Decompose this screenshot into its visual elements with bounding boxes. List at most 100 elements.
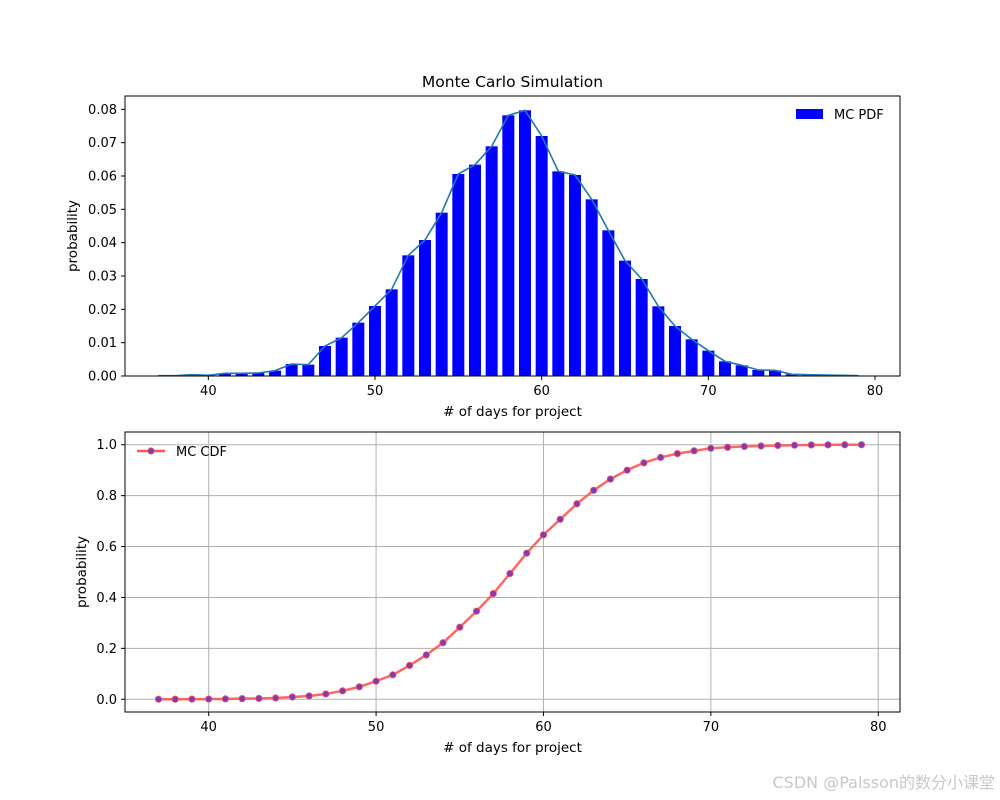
bar-49: [352, 322, 365, 376]
x-tick-label-50: 50: [368, 720, 385, 735]
cdf-point-45: [288, 693, 296, 701]
bar-63: [585, 199, 598, 376]
x-axis-label: # of days for project: [443, 404, 582, 420]
cdf-point-46: [305, 692, 313, 700]
cdf-point-44: [272, 694, 280, 702]
cdf-point-54: [439, 639, 447, 647]
cdf-point-71: [723, 443, 732, 451]
bar-56: [469, 164, 481, 376]
legend-swatch-pdf: [796, 109, 823, 119]
y-tick-label-1: 0.2: [96, 642, 117, 657]
cdf-point-68: [673, 450, 681, 458]
x-tick-label-70: 70: [703, 720, 720, 735]
cdf-point-61: [556, 515, 564, 523]
x-tick-label-60: 60: [533, 384, 550, 399]
bar-68: [669, 326, 681, 376]
bar-74: [769, 370, 781, 376]
x-tick-label-80: 80: [870, 720, 887, 735]
bar-48: [335, 337, 348, 376]
cdf-point-69: [690, 447, 698, 455]
cdf-point-66: [640, 459, 648, 467]
bar-44: [269, 370, 281, 376]
y-tick-label-2: 0.4: [96, 591, 117, 606]
cdf-point-51: [389, 671, 397, 679]
watermark: CSDN @Palsson的数分小课堂: [773, 773, 996, 792]
y-tick-label-3: 0.6: [96, 540, 117, 555]
x-tick-label-40: 40: [200, 384, 217, 399]
x-tick-label-60: 60: [535, 720, 552, 735]
y-axis-label: probability: [65, 200, 81, 272]
bar-72: [735, 365, 748, 376]
y-tick-label-2: 0.02: [88, 303, 117, 318]
bar-54: [435, 212, 448, 376]
x-axis-label: # of days for project: [443, 740, 582, 756]
cdf-point-78: [841, 441, 849, 449]
bar-70: [702, 350, 715, 376]
chart-title: Monte Carlo Simulation: [422, 73, 603, 91]
x-tick-label-50: 50: [367, 384, 384, 399]
y-tick-label-1: 0.01: [88, 336, 117, 351]
cdf-point-65: [623, 466, 631, 474]
cdf-point-47: [322, 690, 330, 698]
y-tick-label-5: 1.0: [96, 438, 117, 453]
bar-46: [302, 364, 315, 376]
x-tick-label-80: 80: [867, 384, 884, 399]
bar-65: [619, 260, 631, 376]
cdf-point-39: [188, 695, 196, 703]
cdf-point-63: [590, 486, 598, 494]
bar-67: [652, 306, 665, 376]
y-tick-label-8: 0.08: [88, 103, 117, 118]
y-tick-label-0: 0.00: [88, 370, 117, 385]
bar-59: [519, 110, 531, 376]
bar-41: [219, 373, 231, 376]
cdf-point-57: [489, 590, 497, 598]
cdf-point-55: [456, 623, 464, 631]
cdf-point-62: [573, 500, 581, 508]
bar-51: [385, 289, 398, 376]
cdf-point-76: [807, 441, 815, 449]
bar-61: [552, 171, 565, 376]
y-tick-label-3: 0.03: [88, 270, 117, 285]
bar-58: [502, 115, 515, 376]
cdf-point-41: [221, 695, 230, 703]
y-tick-label-4: 0.04: [88, 236, 117, 251]
y-tick-label-4: 0.8: [96, 489, 117, 504]
bar-43: [252, 373, 265, 376]
bar-47: [319, 346, 331, 376]
bar-42: [235, 373, 248, 376]
bar-71: [719, 361, 731, 376]
cdf-point-40: [205, 695, 213, 703]
cdf-point-49: [355, 683, 363, 691]
bar-73: [752, 370, 765, 376]
cdf-point-67: [657, 453, 665, 462]
legend-label-cdf: MC CDF: [176, 445, 227, 460]
y-tick-label-6: 0.06: [88, 170, 117, 185]
y-axis-label: probability: [74, 536, 90, 608]
cdf-point-37: [154, 695, 163, 703]
cdf-point-79: [857, 441, 866, 449]
cdf-point-42: [238, 695, 246, 703]
cdf-point-60: [539, 531, 548, 539]
bar-57: [485, 146, 498, 376]
bar-50: [369, 306, 381, 376]
cdf-point-72: [740, 442, 748, 451]
x-tick-label-70: 70: [700, 384, 717, 399]
axes-frame: [124, 95, 901, 377]
y-tick-label-5: 0.05: [88, 203, 117, 218]
legend-label-pdf: MC PDF: [834, 108, 884, 123]
cdf-point-59: [523, 549, 531, 557]
pdf-chart: 40 50 60 70 80 0.00 0.01 0.02 0.03 0.04 0.05 0.06 0.…: [65, 73, 901, 420]
bar-66: [635, 279, 648, 376]
cdf-point-74: [774, 441, 782, 450]
cdf-point-64: [606, 475, 615, 483]
bar-53: [419, 240, 431, 376]
pdf-line: [158, 109, 859, 377]
bar-45: [285, 364, 298, 376]
bar-60: [535, 136, 548, 376]
axes-frame: [124, 431, 901, 713]
cdf-point-70: [707, 444, 715, 452]
cdf-point-58: [506, 569, 514, 578]
bar-52: [402, 255, 415, 376]
bar-69: [685, 339, 698, 376]
